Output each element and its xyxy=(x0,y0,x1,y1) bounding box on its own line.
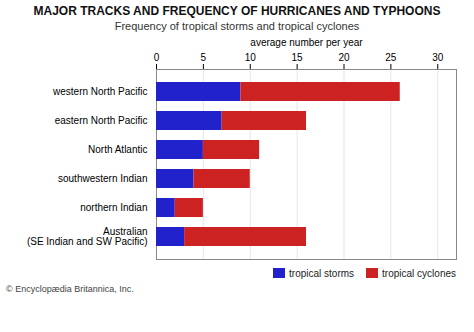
html-text:MAJOR TRACKS AND FREQUENCY OF: MAJOR TRACKS AND FREQUENCY OF HURRICANES… xyxy=(33,4,441,18)
svg-text:southwestern Indian: southwestern Indian xyxy=(58,173,148,184)
svg-text:average number per year: average number per year xyxy=(250,37,363,48)
html-text:Frequency of tropical storms a: Frequency of tropical storms and tropica… xyxy=(114,20,360,32)
svg-text:North Atlantic: North Atlantic xyxy=(88,144,147,155)
svg-text:Australian(SE Indian and SW Pa: Australian(SE Indian and SW Pacific) xyxy=(27,226,148,247)
svg-text:0: 0 xyxy=(154,52,160,63)
html-text:tropical storms: tropical storms xyxy=(289,268,355,279)
svg-text:20: 20 xyxy=(338,52,350,63)
svg-text:25: 25 xyxy=(385,52,397,63)
html-text:tropical cyclones: tropical cyclones xyxy=(382,268,456,279)
svg-text:eastern North Pacific: eastern North Pacific xyxy=(55,115,148,126)
svg-text:15: 15 xyxy=(292,52,304,63)
html-text:© Encyclopædia Britannica, Inc: © Encyclopædia Britannica, Inc. xyxy=(6,284,134,294)
svg-text:5: 5 xyxy=(201,52,207,63)
svg-text:10: 10 xyxy=(245,52,257,63)
svg-text:30: 30 xyxy=(432,52,444,63)
svg-text:western North Pacific: western North Pacific xyxy=(52,86,147,97)
svg-text:northern Indian: northern Indian xyxy=(80,202,147,213)
